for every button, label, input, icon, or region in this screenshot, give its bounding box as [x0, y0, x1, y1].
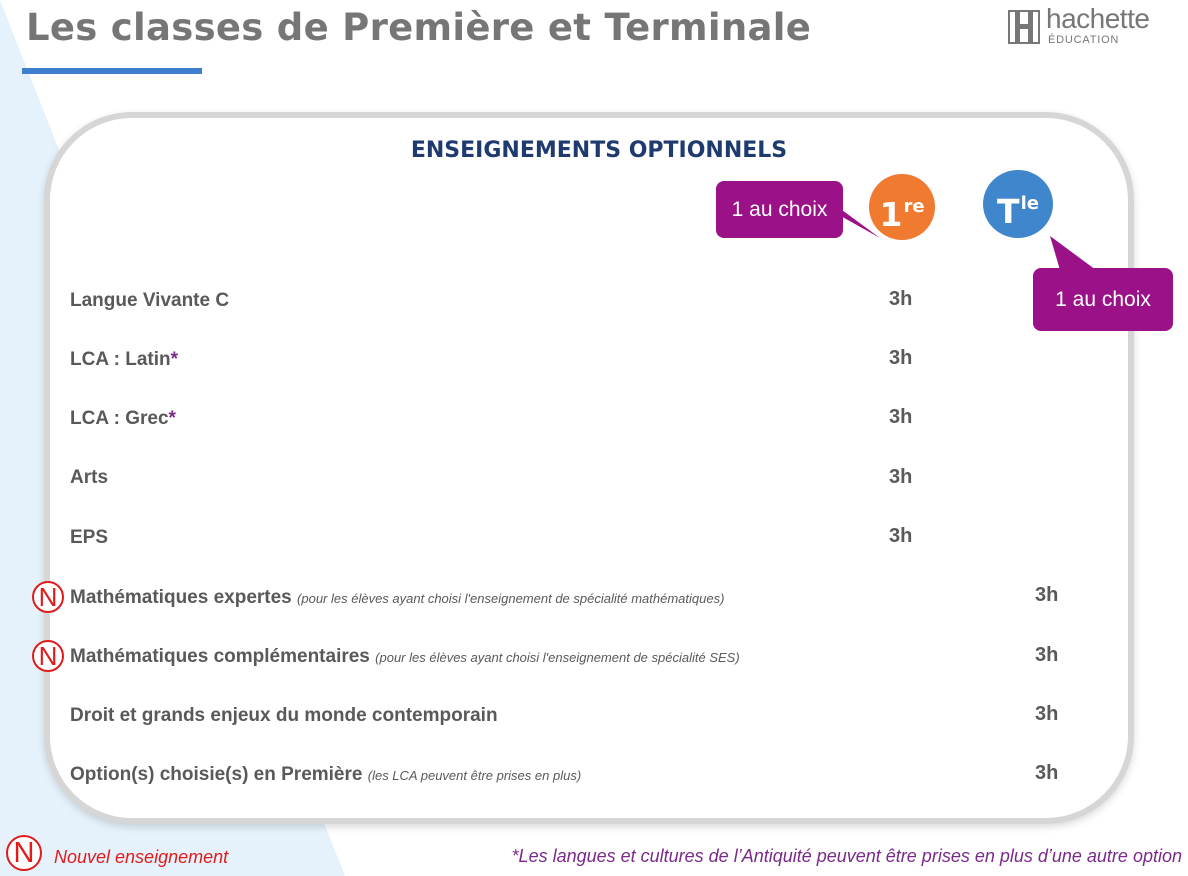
logo-subtitle: ÉDUCATION [1048, 34, 1120, 46]
premiere-badge-main: 1 [879, 195, 903, 234]
new-course-icon: N [32, 640, 64, 672]
row-label-text: Arts [70, 467, 109, 488]
row-hours-terminale: 3h [1035, 584, 1059, 606]
row-label-text: Droit et grands enjeux du monde contempo… [70, 705, 498, 726]
callout-tle-tail [1050, 236, 1096, 270]
hachette-logo: hachette ÉDUCATION [1008, 3, 1168, 46]
row-label-text: Mathématiques complémentaires [70, 646, 370, 667]
row-hours-terminale: 3h [1035, 644, 1059, 666]
terminale-badge: Tle [983, 170, 1053, 238]
legend-label: Nouvel enseignement [54, 847, 229, 867]
title-underline [22, 68, 202, 74]
premiere-choice-callout: 1 au choix [716, 181, 843, 238]
row-label-langue-vivante-c: Langue Vivante C [70, 290, 229, 312]
asterisk-marker: * [170, 349, 179, 370]
row-hours-premiere: 3h [889, 406, 913, 428]
row-note: (les LCA peuvent être prises en plus) [367, 768, 582, 783]
row-hours-premiere: 3h [889, 525, 913, 547]
row-note: (pour les élèves ayant choisi l'enseigne… [375, 650, 740, 665]
row-label-text: LCA : Grec [70, 408, 169, 429]
row-label-text: Option(s) choisie(s) en Première [70, 764, 363, 785]
new-course-icon: N [32, 581, 64, 613]
footnote: *Les langues et cultures de l’Antiquité … [511, 846, 1182, 866]
terminale-badge-sup: le [1020, 193, 1039, 214]
terminale-choice-callout: 1 au choix [1033, 268, 1173, 331]
row-label-arts: Arts [70, 467, 108, 489]
row-hours-terminale: 3h [1035, 703, 1059, 725]
row-label-droit: Droit et grands enjeux du monde contempo… [70, 705, 498, 727]
terminale-badge-main: T [997, 192, 1020, 231]
row-label-text: LCA : Latin [70, 349, 171, 370]
row-label-options-premiere: Option(s) choisie(s) en Première (les LC… [70, 764, 581, 786]
legend-new-icon: N [6, 835, 42, 871]
premiere-badge: 1re [869, 174, 935, 240]
hachette-logo-icon [1008, 10, 1040, 44]
logo-wordmark: hachette [1046, 3, 1150, 34]
row-hours-premiere: 3h [889, 347, 913, 369]
row-label-text: EPS [70, 527, 109, 548]
row-label-text: Mathématiques expertes [70, 587, 292, 608]
row-label-maths-complementaires: Mathématiques complémentaires (pour les … [70, 646, 740, 668]
asterisk-marker: * [168, 408, 176, 429]
options-card [44, 112, 1134, 824]
premiere-badge-sup: re [903, 196, 925, 217]
row-note: (pour les élèves ayant choisi l'enseigne… [297, 591, 725, 606]
row-label-eps: EPS [70, 527, 108, 549]
row-label-lca-latin: LCA : Latin* [70, 349, 178, 371]
row-label-maths-expertes: Mathématiques expertes (pour les élèves … [70, 587, 724, 609]
row-hours-premiere: 3h [889, 466, 913, 488]
section-heading: ENSEIGNEMENTS OPTIONNELS [410, 138, 788, 163]
row-hours-terminale: 3h [1035, 762, 1059, 784]
row-label-lca-grec: LCA : Grec* [70, 408, 176, 430]
row-label-text: Langue Vivante C [70, 290, 230, 311]
page-title: Les classes de Première et Terminale [26, 6, 812, 49]
row-hours-premiere: 3h [889, 288, 913, 310]
